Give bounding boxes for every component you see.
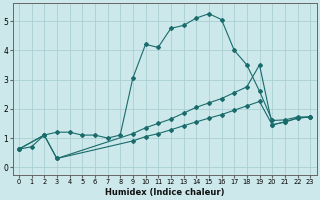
X-axis label: Humidex (Indice chaleur): Humidex (Indice chaleur)	[105, 188, 224, 197]
